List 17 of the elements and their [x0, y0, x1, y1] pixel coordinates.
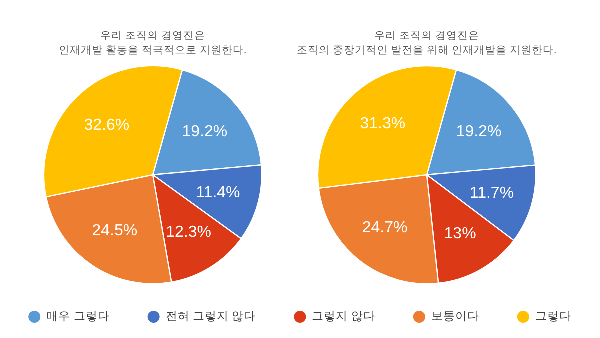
data-label: 13%	[444, 225, 476, 242]
legend-label: 전혀 그렇지 않다	[166, 311, 256, 323]
data-label: 11.7%	[470, 185, 514, 202]
legend-label: 그렇지 않다	[312, 311, 376, 323]
data-label: 24.5%	[92, 222, 138, 240]
data-label: 19.2%	[456, 123, 502, 140]
legend-label: 보통이다	[431, 311, 480, 323]
series-name: 우리 조직의 경영진은 조직의 중장기적인 발전을 위해 인재개발을 지원한다.	[297, 30, 557, 56]
legend-label: 매우 그렇다	[46, 311, 110, 323]
data-label: 24.7%	[362, 219, 408, 236]
data-label: 31.3%	[360, 115, 406, 132]
data-label: 11.4%	[196, 184, 240, 202]
legend-label: 그렇다	[535, 311, 572, 323]
data-label: 32.6%	[84, 117, 130, 134]
series-name: 우리 조직의 경영진은 인재개발 활동을 적극적으로 지원한다.	[59, 30, 247, 56]
data-label: 12.3%	[166, 224, 212, 241]
data-label: 19.2%	[182, 123, 228, 140]
